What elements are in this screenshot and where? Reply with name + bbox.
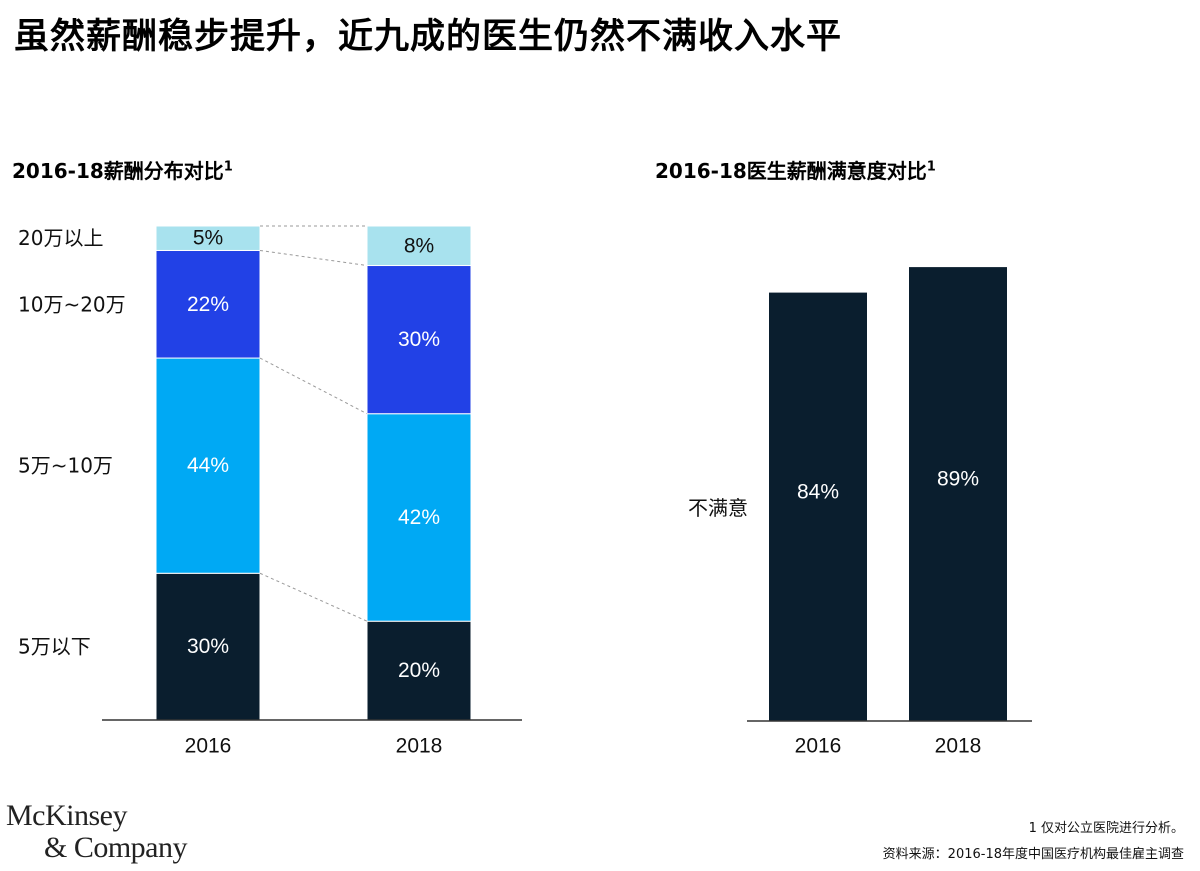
bar-value-label: 89% [937, 468, 979, 491]
series-label: 5万~10万 [18, 454, 113, 478]
stacked-bar-segment [366, 413, 472, 622]
x-tick-label: 2016 [795, 735, 842, 758]
series-label: 10万~20万 [18, 292, 126, 316]
stacked-bar-segment [155, 249, 261, 359]
page-title: 虽然薪酬稳步提升，近九成的医生仍然不满收入水平 [14, 17, 843, 57]
footnote-note: 1 仅对公立医院进行分析。 [1028, 821, 1184, 836]
right-chart-title: 2016-18医生薪酬满意度对比1 [655, 155, 936, 184]
logo-line-1: McKinsey [6, 799, 127, 832]
stacked-bar-segment [366, 225, 472, 267]
segment-value-label: 44% [187, 454, 229, 477]
left-chart-title: 2016-18薪酬分布对比1 [12, 155, 233, 184]
segment-value-label: 22% [187, 293, 229, 316]
connector-line [259, 357, 368, 415]
series-label: 不满意 [688, 496, 748, 520]
mckinsey-logo: McKinsey & Company [6, 799, 188, 864]
stacked-bar-segment [366, 620, 472, 721]
footnotes: 1 仅对公立医院进行分析。 资料来源：2016-18年度中国医疗机构最佳雇主调查 [883, 816, 1184, 868]
x-tick-label: 2016 [185, 735, 232, 758]
satisfaction-bar [769, 292, 867, 721]
segment-value-label: 5% [193, 227, 223, 250]
left-chart-title-text: 2016-18薪酬分布对比 [12, 159, 224, 183]
right-chart-title-text: 2016-18医生薪酬满意度对比 [655, 159, 927, 183]
stacked-bar-segment [155, 357, 261, 574]
logo-line-2: & Company [44, 831, 188, 864]
right-chart-footnote-marker: 1 [926, 159, 936, 175]
connector-line [259, 572, 368, 622]
segment-value-label: 20% [398, 659, 440, 682]
segment-value-label: 30% [398, 328, 440, 351]
left-chart-footnote-marker: 1 [223, 159, 233, 175]
bar-value-label: 84% [797, 480, 839, 503]
connector-line [259, 249, 368, 267]
stacked-bar-segment [155, 225, 261, 251]
stacked-bar-segment [366, 265, 472, 415]
footnote-source: 资料来源：2016-18年度中国医疗机构最佳雇主调查 [882, 847, 1184, 862]
x-tick-label: 2018 [396, 735, 443, 758]
x-tick-label: 2018 [935, 735, 982, 758]
segment-value-label: 30% [187, 635, 229, 658]
series-label: 5万以下 [18, 635, 91, 659]
series-label: 20万以上 [18, 226, 103, 250]
satisfaction-bar [909, 267, 1007, 721]
segment-value-label: 42% [398, 506, 440, 529]
segment-value-label: 8% [404, 234, 434, 257]
